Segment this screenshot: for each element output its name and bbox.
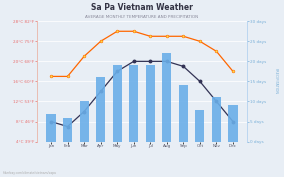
Bar bbox=[80, 101, 89, 142]
Bar bbox=[63, 118, 72, 142]
Bar bbox=[47, 113, 56, 142]
Y-axis label: PRECIPITATION: PRECIPITATION bbox=[273, 68, 277, 94]
Bar bbox=[228, 105, 237, 142]
Bar bbox=[96, 77, 105, 142]
Y-axis label: TEMPERATURE MIN/MAX: TEMPERATURE MIN/MAX bbox=[0, 60, 2, 102]
Bar bbox=[162, 53, 171, 142]
Bar bbox=[113, 65, 122, 142]
Text: Sa Pa Vietnam Weather: Sa Pa Vietnam Weather bbox=[91, 3, 193, 12]
Bar bbox=[129, 65, 138, 142]
Bar bbox=[146, 65, 155, 142]
Text: hikerbay.com/climate/vietnam/sapa: hikerbay.com/climate/vietnam/sapa bbox=[3, 171, 57, 175]
Text: AVERAGE MONTHLY TEMPERATURE AND PRECIPITATION: AVERAGE MONTHLY TEMPERATURE AND PRECIPIT… bbox=[85, 15, 199, 19]
Bar bbox=[195, 110, 204, 142]
Bar bbox=[179, 85, 188, 142]
Bar bbox=[212, 98, 221, 142]
